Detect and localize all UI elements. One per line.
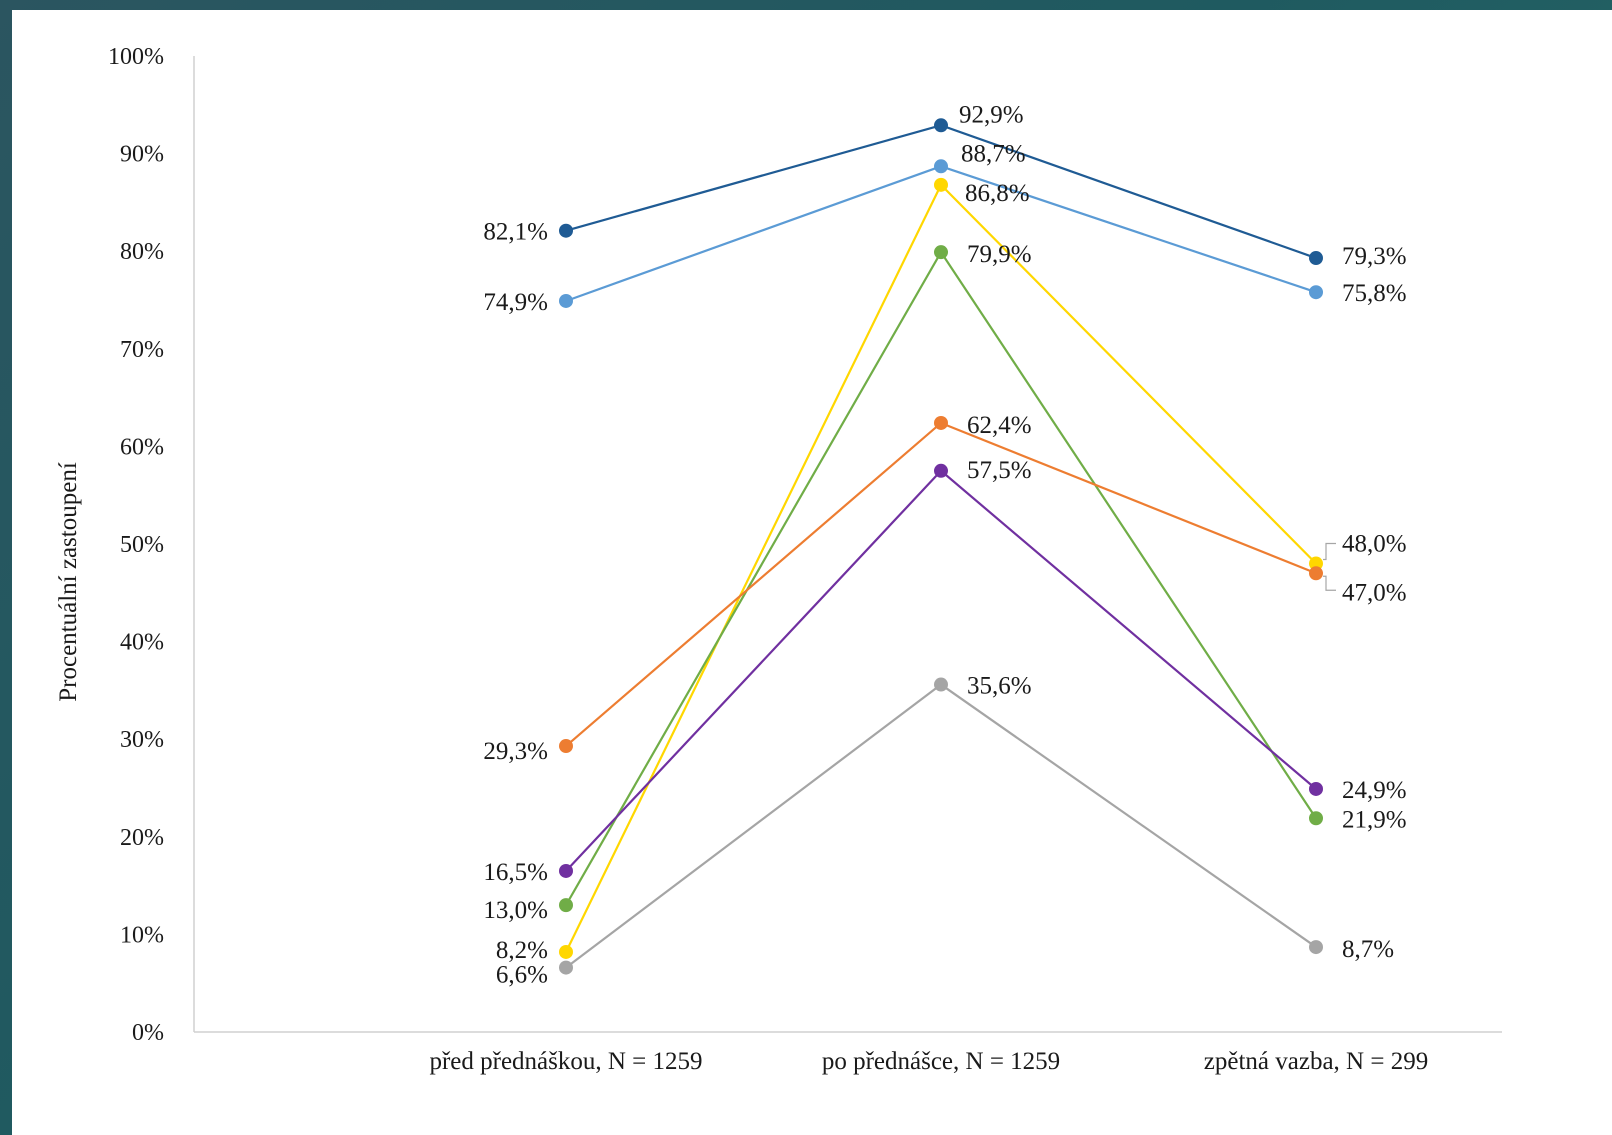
data-label: 82,1% [483,219,548,246]
x-category-label: zpětná vazba, N = 299 [1204,1048,1428,1075]
y-tick-label: 40% [120,630,164,656]
data-label: 35,6% [967,673,1032,700]
data-point [934,159,948,174]
data-point [934,463,948,478]
y-tick-label: 60% [120,434,164,460]
series-points [559,118,1323,975]
data-label: 92,9% [959,101,1024,128]
line-chart: 0% 10% 20% 30% 40% 50% 60% 70% 80% 90% 100% před př… [55,44,1502,1075]
y-tick-label: 80% [120,239,164,265]
data-label: 21,9% [1342,806,1407,833]
data-label: 75,8% [1342,280,1407,307]
series-line [565,182,1317,953]
data-label: 8,7% [1342,936,1394,963]
data-point [1309,556,1323,571]
data-point [1309,566,1323,581]
data-point [559,739,573,754]
x-category-label: před přednáškou, N = 1259 [429,1048,702,1075]
data-point [934,677,948,692]
data-label: 47,0% [1342,579,1407,606]
y-tick-label: 90% [120,142,164,168]
series-line [565,683,1317,969]
y-tick-label: 0% [132,1020,164,1046]
data-label: 48,0% [1342,531,1407,558]
x-category-label: po přednášce, N = 1259 [822,1048,1060,1075]
y-axis-title: Procentuální zastoupení [55,462,82,702]
data-point [1309,285,1323,300]
data-point [559,960,573,975]
y-tick-label: 10% [120,922,164,948]
axes: 0% 10% 20% 30% 40% 50% 60% 70% 80% 90% 100% před př… [55,44,1502,1075]
series-line [565,469,1317,872]
leader-line [1323,575,1336,591]
y-tick-label: 70% [120,337,164,363]
data-point [934,245,948,260]
data-point [559,944,573,959]
data-point [559,223,573,238]
data-point [559,293,573,308]
data-point [934,177,948,192]
chart-panel: 0% 10% 20% 30% 40% 50% 60% 70% 80% 90% 100% před př… [12,10,1612,1135]
data-point [559,863,573,878]
data-point [1309,251,1323,266]
data-point [934,415,948,430]
data-label: 6,6% [496,962,548,989]
leader-line [1323,542,1336,561]
data-point [934,118,948,133]
data-point [1309,781,1323,796]
data-label: 24,9% [1342,777,1407,804]
y-tick-label: 100% [108,44,164,70]
data-label: 79,3% [1342,243,1407,270]
data-label: 29,3% [483,738,548,765]
data-label: 57,5% [967,457,1032,484]
series-line [565,250,1317,906]
y-tick-label: 30% [120,727,164,753]
data-label: 13,0% [483,897,548,924]
data-label: 8,2% [496,937,548,964]
data-point [1309,940,1323,955]
data-label: 88,7% [961,140,1026,167]
data-label: 74,9% [483,289,548,316]
data-point [1309,811,1323,826]
data-label: 16,5% [483,859,548,886]
y-tick-label: 20% [120,825,164,851]
data-label: 62,4% [967,412,1032,439]
data-labels: 82,1% 92,9% 79,3% 74,9% 88,7% 75,8% 8,2% 86,8% 4… [483,101,1406,988]
data-label: 79,9% [967,241,1032,268]
data-point [559,898,573,913]
y-tick-label: 50% [120,532,164,558]
data-label: 86,8% [965,180,1030,207]
